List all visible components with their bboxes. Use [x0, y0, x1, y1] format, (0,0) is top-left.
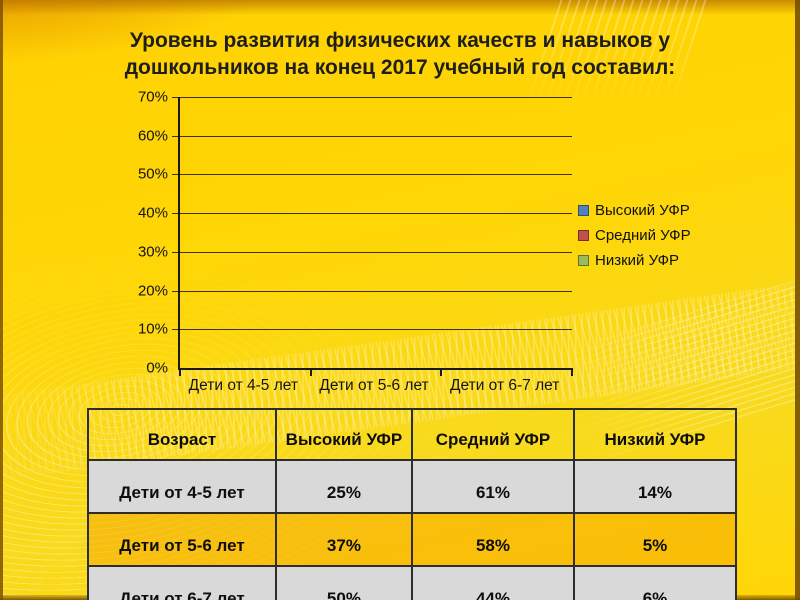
legend-item: Высокий УФР: [578, 202, 691, 219]
gridline: [172, 174, 572, 176]
table-value-cell: 25%: [274, 459, 413, 514]
y-axis-tick-label: 20%: [137, 282, 168, 300]
table-header-row: Возраст Высокий УФР Средний УФР Низкий УФР: [87, 408, 738, 461]
chart-bars: [180, 97, 572, 368]
table-header-cell: Средний УФР: [410, 408, 575, 461]
legend-swatch-icon: [578, 230, 589, 241]
table-header-cell: Высокий УФР: [274, 408, 413, 461]
bar-chart: 0% 10% 20% 30% 40% 50% 60% 70% Дети от 4-5 лет Д…: [112, 88, 762, 403]
x-axis-tick: [571, 368, 573, 376]
table-value-cell: 58%: [410, 512, 575, 567]
y-axis-labels: 0% 10% 20% 30% 40% 50% 60% 70%: [112, 89, 172, 377]
table-row: Дети от 5-6 лет 37% 58% 5%: [87, 512, 738, 567]
y-axis-tick-label: 50%: [137, 165, 168, 183]
table-value-cell: 5%: [572, 512, 738, 567]
legend-swatch-icon: [578, 205, 589, 216]
legend-item: Средний УФР: [578, 227, 691, 244]
legend-label: Высокий УФР: [595, 202, 690, 219]
gridline: [172, 290, 572, 292]
table-row: Дети от 4-5 лет 25% 61% 14%: [87, 459, 738, 514]
slide-title: Уровень развития физических качеств и на…: [90, 27, 710, 82]
table-value-cell: 14%: [572, 459, 738, 514]
table-value-cell: 44%: [410, 565, 575, 600]
y-axis-tick-label: 70%: [137, 88, 168, 106]
gridline: [172, 97, 572, 98]
table-header-cell: Низкий УФР: [572, 408, 738, 461]
legend-swatch-icon: [578, 255, 589, 266]
table-value-cell: 6%: [572, 565, 738, 600]
slide-title-line-1: Уровень развития физических качеств и на…: [129, 29, 671, 52]
chart-plot: [172, 97, 573, 376]
slide-left-border: [0, 0, 3, 600]
y-axis-tick-label: 60%: [137, 127, 168, 145]
y-axis-tick-label: 0%: [146, 359, 168, 377]
y-axis-tick-label: 30%: [137, 243, 168, 261]
table-body: Дети от 4-5 лет 25% 61% 14% Дети от 5-6 лет 3…: [87, 459, 738, 600]
x-axis-category-label: Дети от 5-6 лет: [319, 377, 429, 394]
slide-right-border: [795, 0, 800, 600]
slide-title-line-2: дошкольников на конец 2017 учебный год с…: [124, 56, 676, 80]
legend-item: Низкий УФР: [578, 252, 691, 269]
legend-label: Средний УФР: [595, 227, 691, 244]
table-row-label: Дети от 4-5 лет: [87, 459, 277, 514]
table-row-label: Дети от 5-6 лет: [87, 512, 277, 567]
gridline: [172, 251, 572, 253]
table-value-cell: 50%: [274, 565, 413, 600]
x-axis-category-label: Дети от 4-5 лет: [188, 377, 298, 394]
x-axis-tick: [309, 368, 312, 376]
chart-legend: Высокий УФР Средний УФР Низкий УФР: [578, 202, 691, 269]
results-table: Возраст Высокий УФР Средний УФР Низкий УФР …: [87, 408, 738, 600]
gridline: [172, 329, 572, 331]
gridline: [172, 213, 572, 215]
x-axis-category-label: Дети от 6-7 лет: [450, 377, 560, 394]
y-axis-tick-label: 10%: [137, 320, 168, 338]
top-shade-decoration: [0, 0, 800, 15]
legend-label: Низкий УФР: [595, 252, 680, 269]
table-row-label: Дети от 6-7 лет: [87, 565, 277, 600]
y-axis-tick-label: 40%: [137, 204, 168, 222]
x-axis-tick: [440, 368, 443, 376]
x-axis-labels: Дети от 4-5 лет Дети от 5-6 лет Дети от 6-…: [178, 377, 570, 395]
table-value-cell: 37%: [274, 512, 413, 567]
gridline: [172, 135, 572, 137]
table-header-cell: Возраст: [87, 408, 277, 461]
table-row: Дети от 6-7 лет 50% 44% 6%: [87, 565, 738, 600]
x-axis-tick: [179, 368, 181, 376]
table-value-cell: 61%: [410, 459, 575, 514]
